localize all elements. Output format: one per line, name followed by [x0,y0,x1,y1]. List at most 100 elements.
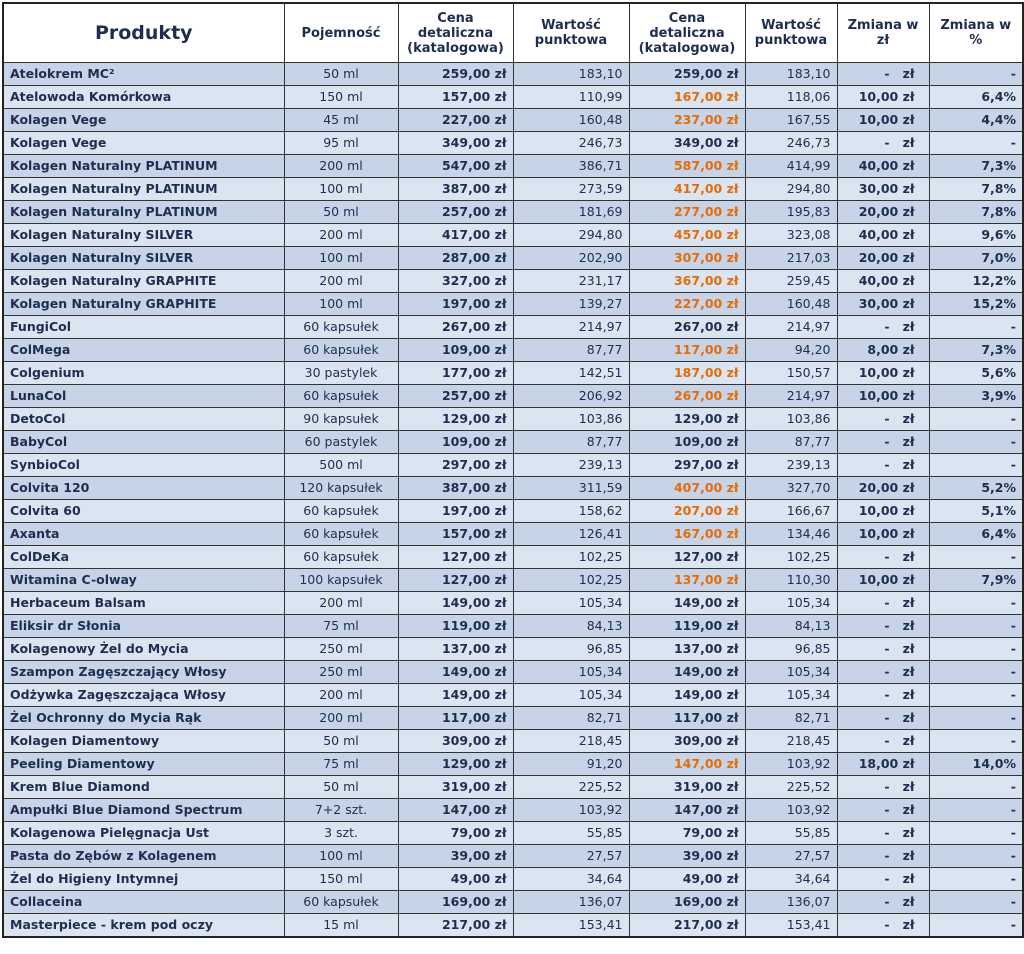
cell: 214,97 [512,315,630,339]
cell: 84,13 [744,614,838,638]
cell: 257,00 zł [397,384,514,408]
cell: - zł [836,844,930,868]
cell: 150 ml [283,867,399,891]
cell: 60 pastylek [283,430,399,454]
cell: 50 ml [283,729,399,753]
cell: 197,00 zł [397,292,514,316]
cell: 147,00 zł [628,752,746,776]
cell: 387,00 zł [397,177,514,201]
cell: - [928,844,1024,868]
cell: - zł [836,821,930,845]
cell: - zł [836,683,930,707]
cell: - [928,637,1024,661]
product-row: Żel do Higieny Intymnej 150 ml 49,00 zł 34,… [2,867,1024,891]
cell: Collaceina [2,890,285,914]
cell: 84,13 [512,614,630,638]
cell: Colvita 120 [2,476,285,500]
cell: 149,00 zł [628,683,746,707]
cell: 149,00 zł [628,660,746,684]
cell: 129,00 zł [397,407,514,431]
cell: 587,00 zł [628,154,746,178]
cell: 327,00 zł [397,269,514,293]
cell: 200 ml [283,706,399,730]
product-row: Kolagen Vege 45 ml 227,00 zł 160,48 237,00 z… [2,108,1024,132]
cell: 153,41 [744,913,838,938]
cell: 239,13 [744,453,838,477]
product-row: Żel Ochronny do Mycia Rąk 200 ml 117,00 zł… [2,706,1024,730]
cell: 167,00 zł [628,522,746,546]
header-row: Produkty Pojemność Cena detaliczna (katalo… [2,2,1024,63]
cell: 60 kapsułek [283,338,399,362]
cell: - [928,775,1024,799]
product-row: Kolagen Naturalny PLATINUM 50 ml 257,00 zł… [2,200,1024,224]
product-row: ColMega 60 kapsułek 109,00 zł 87,77 117,00 z… [2,338,1024,362]
cell: 319,00 zł [628,775,746,799]
cell: - [928,407,1024,431]
cell: 30 pastylek [283,361,399,385]
cell: 79,00 zł [628,821,746,845]
cell: 20,00 zł [836,200,930,224]
cell: - zł [836,131,930,155]
cell: 136,07 [512,890,630,914]
cell: - [928,821,1024,845]
product-row: Atelokrem MC² 50 ml 259,00 zł 183,10 259,00 … [2,62,1024,86]
cell: 417,00 zł [397,223,514,247]
cell: 207,00 zł [628,499,746,523]
cell: 239,13 [512,453,630,477]
cell: 217,00 zł [628,913,746,938]
cell: 103,86 [512,407,630,431]
cell: 259,00 zł [628,62,746,86]
cell: Colvita 60 [2,499,285,523]
cell: FungiCol [2,315,285,339]
cell: Colgenium [2,361,285,385]
cell: 246,73 [512,131,630,155]
product-row: ColDeKa 60 kapsułek 127,00 zł 102,25 127,00 … [2,545,1024,569]
cell: 259,00 zł [397,62,514,86]
cell: - [928,867,1024,891]
cell: 105,34 [744,660,838,684]
product-row: Atelowoda Komórkowa 150 ml 157,00 zł 110,99… [2,85,1024,109]
cell: 100 ml [283,292,399,316]
cell: Witamina C-olway [2,568,285,592]
product-row: Colvita 60 60 kapsułek 197,00 zł 158,62 207,… [2,499,1024,523]
cell: 34,64 [512,867,630,891]
cell: 119,00 zł [397,614,514,638]
cell: 267,00 zł [628,384,746,408]
cell: 109,00 zł [628,430,746,454]
cell: 105,34 [744,591,838,615]
cell: 50 ml [283,775,399,799]
cell: - zł [836,637,930,661]
cell: 319,00 zł [397,775,514,799]
cell: 237,00 zł [628,108,746,132]
column-header: Cena detaliczna (katalogowa) [397,2,514,63]
cell: 200 ml [283,223,399,247]
cell: - [928,683,1024,707]
cell: 183,10 [512,62,630,86]
product-row: FungiCol 60 kapsułek 267,00 zł 214,97 267,00… [2,315,1024,339]
cell: 60 kapsułek [283,315,399,339]
cell: 311,59 [512,476,630,500]
cell: - zł [836,867,930,891]
cell: 91,20 [512,752,630,776]
cell: 27,57 [512,844,630,868]
column-header: Zmiana w % [928,2,1024,63]
cell: - zł [836,660,930,684]
cell: 40,00 zł [836,154,930,178]
cell: 20,00 zł [836,476,930,500]
cell: 110,30 [744,568,838,592]
cell: 117,00 zł [628,706,746,730]
cell: 34,64 [744,867,838,891]
cell: 129,00 zł [397,752,514,776]
cell: Peeling Diamentowy [2,752,285,776]
cell: 27,57 [744,844,838,868]
cell: Atelowoda Komórkowa [2,85,285,109]
cell: ColMega [2,338,285,362]
cell: - [928,545,1024,569]
product-row: Collaceina 60 kapsułek 169,00 zł 136,07 169,… [2,890,1024,914]
product-row: Axanta 60 kapsułek 157,00 zł 126,41 167,00 z… [2,522,1024,546]
cell: 15,2% [928,292,1024,316]
cell: - [928,890,1024,914]
cell: 5,6% [928,361,1024,385]
cell: LunaCol [2,384,285,408]
cell: 87,77 [744,430,838,454]
